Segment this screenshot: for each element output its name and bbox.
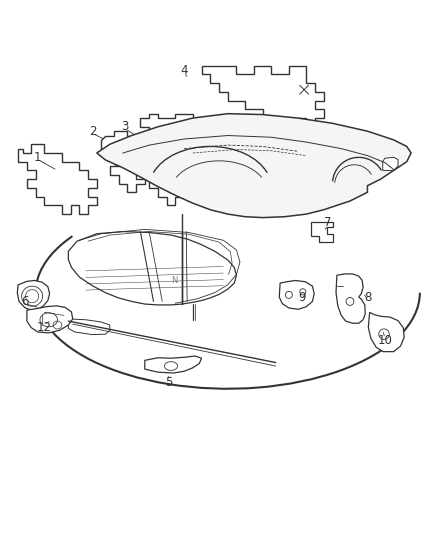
Text: 5: 5	[165, 376, 173, 389]
Text: 9: 9	[298, 290, 306, 304]
Polygon shape	[27, 306, 73, 333]
Text: 4: 4	[180, 63, 188, 77]
Polygon shape	[383, 157, 398, 171]
Polygon shape	[336, 274, 365, 323]
Text: 12: 12	[37, 321, 52, 334]
Polygon shape	[68, 319, 110, 335]
Polygon shape	[311, 222, 332, 243]
Polygon shape	[101, 131, 145, 192]
Polygon shape	[68, 231, 237, 305]
Polygon shape	[201, 66, 324, 127]
Polygon shape	[17, 280, 49, 310]
Polygon shape	[145, 356, 201, 373]
Text: 6: 6	[21, 295, 28, 308]
Polygon shape	[141, 114, 201, 205]
Polygon shape	[279, 280, 314, 309]
Text: 7: 7	[325, 216, 332, 229]
Polygon shape	[97, 114, 411, 217]
Text: 3: 3	[121, 120, 129, 133]
Polygon shape	[368, 312, 404, 352]
Text: 1: 1	[34, 151, 42, 164]
Text: 10: 10	[378, 334, 392, 347]
Text: 2: 2	[88, 125, 96, 138]
Polygon shape	[18, 144, 97, 214]
Text: N: N	[171, 276, 177, 285]
Text: 8: 8	[364, 290, 371, 304]
